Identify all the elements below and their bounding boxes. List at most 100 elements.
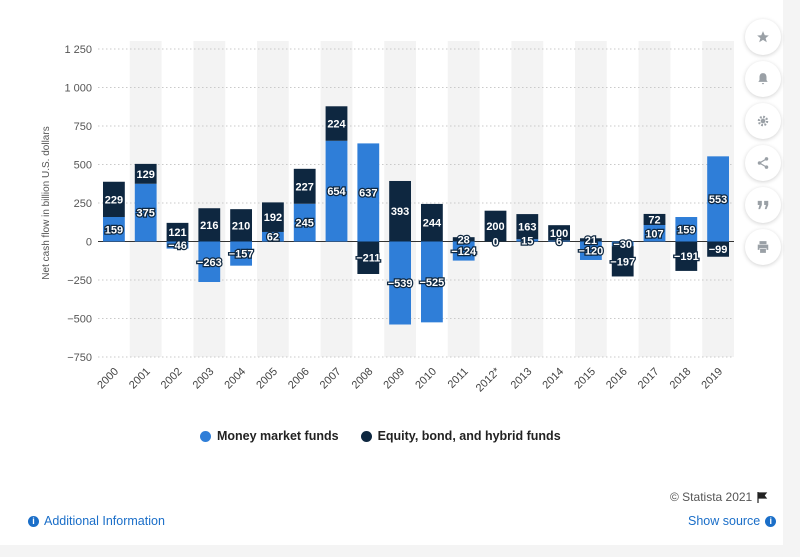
x-tick-label: 2005 <box>254 366 280 392</box>
star-icon <box>757 31 769 43</box>
column-band <box>447 41 480 357</box>
bell-icon <box>758 73 768 85</box>
data-label: 210 <box>232 220 250 232</box>
bar-money-market <box>579 241 602 260</box>
bar-equity <box>675 241 698 271</box>
data-label: −191 <box>674 251 699 263</box>
legend-item-equity[interactable]: Equity, bond, and hybrid funds <box>360 429 561 443</box>
additional-information-link[interactable]: i Additional Information <box>28 514 165 528</box>
data-label: 129 <box>137 169 155 181</box>
bar-money-market <box>293 203 316 242</box>
x-tick-label: 2008 <box>350 366 376 392</box>
copyright: © Statista 2021 <box>670 490 768 504</box>
additional-information-label: Additional Information <box>44 514 165 528</box>
data-label: −211 <box>356 253 380 265</box>
bar-equity <box>643 213 666 226</box>
bar-equity <box>548 225 571 241</box>
column-band <box>193 41 226 357</box>
column-band <box>575 41 607 357</box>
info-icon: i <box>28 515 39 527</box>
x-tick-label: 2012* <box>474 365 503 394</box>
x-tick-label: 2006 <box>286 366 312 392</box>
legend-marker-equity <box>360 430 372 442</box>
bar-equity <box>357 241 380 274</box>
x-tick-label: 2010 <box>413 366 439 392</box>
data-label: 553 <box>709 194 727 206</box>
data-label: 192 <box>264 212 282 224</box>
bar-money-market <box>516 239 539 242</box>
data-label: −157 <box>229 249 254 261</box>
data-label: −197 <box>610 256 635 268</box>
bar-money-market <box>452 241 475 261</box>
x-tick-label: 2017 <box>636 366 662 392</box>
bar-equity <box>579 238 602 242</box>
chart-card: −750 −500 −250 0 250 500 750 1 000 1 250 Net cash… <box>0 0 783 545</box>
share-icon <box>757 157 769 169</box>
bar-money-market <box>548 240 571 242</box>
x-tick-label: 2001 <box>127 366 153 392</box>
data-label: −120 <box>579 246 604 258</box>
column-band <box>638 41 671 357</box>
favorite-button[interactable] <box>745 19 781 55</box>
bar-equity <box>420 203 443 242</box>
x-tick-label: 2013 <box>509 366 535 392</box>
data-label: 245 <box>296 218 314 230</box>
data-label: 244 <box>423 218 442 230</box>
data-label: 72 <box>648 214 660 226</box>
bar-money-market <box>357 143 380 242</box>
data-label: 159 <box>677 224 695 236</box>
data-label: −99 <box>709 244 728 256</box>
y-tick-label: 1 250 <box>64 44 92 56</box>
bar-equity <box>134 163 157 184</box>
show-source-label: Show source <box>688 514 761 528</box>
y-axis-label: Net cash flow in billion U.S. dollars <box>41 126 52 279</box>
y-tick-label: −750 <box>67 352 92 364</box>
bar-money-market <box>230 241 253 266</box>
bar-equity <box>452 237 475 242</box>
y-tick-label: 500 <box>74 160 92 172</box>
bar-equity <box>261 202 284 232</box>
bar-money-market <box>611 241 634 247</box>
quote-icon <box>757 200 769 210</box>
share-button[interactable] <box>745 145 781 181</box>
print-button[interactable] <box>745 229 781 265</box>
bar-money-market <box>420 241 443 323</box>
bar-equity <box>293 168 316 204</box>
legend: Money market funds Equity, bond, and hyb… <box>200 429 561 443</box>
x-tick-label: 2009 <box>381 366 407 392</box>
data-label: 229 <box>105 194 123 206</box>
bar-equity <box>325 106 348 141</box>
flag-icon[interactable] <box>757 491 768 503</box>
bar-money-market <box>134 183 157 242</box>
x-tick-label: 2002 <box>159 366 185 392</box>
data-label: 200 <box>486 221 504 233</box>
bar-money-market <box>707 156 730 242</box>
x-tick-label: 2004 <box>222 366 248 392</box>
data-label: 393 <box>391 206 409 218</box>
bar-equity <box>516 214 539 240</box>
column-band <box>257 41 289 357</box>
x-tick-label: 2000 <box>95 366 121 392</box>
info-icon: i <box>765 515 777 527</box>
chart-svg: −750 −500 −250 0 250 500 750 1 000 1 250 Net cash… <box>41 41 734 394</box>
y-tick-label: 750 <box>74 121 92 133</box>
bar-money-market <box>166 241 189 249</box>
gear-icon <box>757 115 769 127</box>
data-label: 654 <box>327 186 346 198</box>
bar-money-market <box>389 241 412 325</box>
show-source-link[interactable]: Show source i <box>688 514 777 528</box>
bar-money-market <box>198 241 221 283</box>
data-label: −30 <box>613 239 632 251</box>
notification-button[interactable] <box>745 61 781 97</box>
x-tick-label: 2007 <box>318 366 344 392</box>
data-label: −263 <box>197 257 222 269</box>
settings-button[interactable] <box>745 103 781 139</box>
y-tick-label: 0 <box>86 237 92 249</box>
bar-equity <box>230 209 253 242</box>
x-tick-label: 2003 <box>191 366 217 392</box>
bar-money-market <box>261 231 284 242</box>
legend-item-money-market[interactable]: Money market funds <box>200 429 339 443</box>
data-label: 375 <box>137 208 155 220</box>
cite-button[interactable] <box>745 187 781 223</box>
bar-equity <box>389 180 412 242</box>
